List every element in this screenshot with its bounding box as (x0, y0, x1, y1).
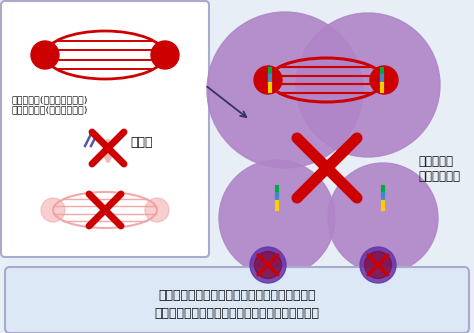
Text: 脱重合: 脱重合 (130, 137, 153, 150)
Circle shape (254, 66, 282, 94)
Circle shape (370, 66, 398, 94)
Circle shape (207, 12, 363, 168)
Text: タキソールとタキソテールは微小管の脱重合を: タキソールとタキソテールは微小管の脱重合を (158, 289, 316, 302)
Circle shape (250, 247, 286, 283)
FancyBboxPatch shape (1, 1, 209, 257)
Circle shape (319, 160, 335, 176)
Circle shape (31, 41, 59, 69)
Circle shape (151, 41, 179, 69)
Circle shape (41, 198, 65, 222)
Circle shape (328, 163, 438, 273)
Circle shape (360, 247, 396, 283)
Text: 細胞分裂が
完了できない: 細胞分裂が 完了できない (418, 155, 460, 183)
Text: タキソール(バクリタキセル)
タキソテール(ドセタキセル): タキソール(バクリタキセル) タキソテール(ドセタキセル) (12, 95, 89, 115)
Text: 阻害することで、がん細胞の細胞分裂を抑制する: 阻害することで、がん細胞の細胞分裂を抑制する (155, 307, 319, 320)
Circle shape (365, 251, 392, 278)
FancyBboxPatch shape (5, 267, 469, 333)
Circle shape (296, 13, 440, 157)
Circle shape (255, 251, 282, 278)
Circle shape (145, 198, 169, 222)
Circle shape (219, 160, 335, 276)
